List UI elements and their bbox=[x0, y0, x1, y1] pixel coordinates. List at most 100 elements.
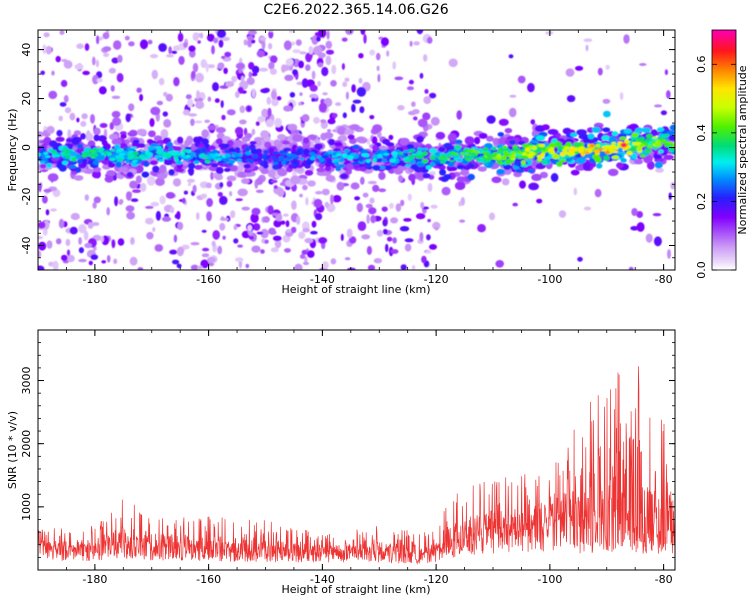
colorbar-segment bbox=[712, 174, 736, 177]
heatmap-cell bbox=[261, 108, 269, 118]
heatmap-cell bbox=[488, 212, 496, 221]
heatmap-cell bbox=[555, 142, 563, 147]
heatmap-cell bbox=[290, 41, 296, 46]
heatmap-cell bbox=[335, 102, 342, 106]
heatmap-cell bbox=[245, 263, 250, 269]
colorbar-segment bbox=[712, 30, 736, 33]
heatmap-cell bbox=[409, 40, 413, 47]
heatmap-cell bbox=[368, 207, 377, 215]
colorbar-segment bbox=[712, 228, 736, 231]
heatmap-cell bbox=[359, 166, 367, 172]
heatmap-cell bbox=[195, 100, 205, 110]
heatmap-cell bbox=[400, 264, 407, 270]
heatmap-cell bbox=[248, 62, 255, 70]
heatmap-cell bbox=[137, 267, 144, 270]
heatmap-cell bbox=[391, 151, 399, 156]
heatmap-cell bbox=[91, 170, 100, 179]
heatmap-cell bbox=[330, 80, 337, 87]
colorbar-segment bbox=[712, 262, 736, 265]
heatmap-cell bbox=[449, 159, 455, 163]
heatmap-cell bbox=[316, 36, 321, 42]
heatmap-cell bbox=[192, 184, 197, 193]
colorbar-segment bbox=[712, 40, 736, 43]
heatmap-cell bbox=[322, 92, 328, 96]
heatmap-cell bbox=[210, 171, 214, 181]
heatmap-cell bbox=[97, 154, 105, 161]
heatmap-cell bbox=[397, 105, 405, 111]
heatmap-cell bbox=[474, 136, 481, 145]
heatmap-peak-cell bbox=[621, 143, 626, 147]
heatmap-cell bbox=[104, 175, 114, 183]
heatmap-cell bbox=[376, 65, 380, 72]
heatmap-cell bbox=[289, 92, 296, 98]
colorbar-segment bbox=[712, 170, 736, 173]
heatmap-cell bbox=[562, 149, 567, 153]
colorbar-segment bbox=[712, 156, 736, 159]
heatmap-cell bbox=[116, 148, 124, 152]
heatmap-cell bbox=[334, 161, 340, 167]
heatmap-cell bbox=[260, 88, 270, 94]
heatmap-cell bbox=[229, 191, 233, 197]
heatmap-cell bbox=[55, 238, 62, 245]
heatmap-cell bbox=[92, 201, 97, 209]
heatmap-cell bbox=[636, 211, 643, 218]
heatmap-cell bbox=[84, 43, 90, 51]
heatmap-cell bbox=[633, 159, 644, 165]
heatmap-cell bbox=[169, 249, 178, 255]
heatmap-cell bbox=[78, 247, 84, 254]
heatmap-cell bbox=[283, 158, 289, 162]
heatmap-cell bbox=[51, 149, 57, 153]
heatmap-cell bbox=[283, 105, 293, 112]
colorbar-segment bbox=[712, 184, 736, 187]
heatmap-cell bbox=[268, 30, 274, 39]
heatmap-cell bbox=[43, 32, 50, 38]
heatmap-cell bbox=[187, 162, 196, 170]
heatmap-cell bbox=[438, 156, 445, 161]
heatmap-cell bbox=[75, 153, 82, 159]
heatmap-cell bbox=[268, 227, 276, 235]
heatmap-cell bbox=[78, 237, 82, 245]
colorbar-segment bbox=[712, 260, 736, 263]
heatmap-cell bbox=[521, 143, 530, 149]
heatmap-cell bbox=[132, 189, 141, 194]
heatmap-cell bbox=[185, 154, 191, 159]
x-tick-label: -160 bbox=[196, 573, 221, 586]
heatmap-cell bbox=[48, 90, 58, 100]
heatmap-cell bbox=[302, 184, 308, 191]
colorbar-segment bbox=[712, 188, 736, 191]
heatmap-cell bbox=[233, 224, 238, 231]
heatmap-cell bbox=[277, 167, 288, 177]
heatmap-cell bbox=[345, 91, 349, 100]
heatmap-cell bbox=[84, 151, 90, 156]
heatmap-cell bbox=[63, 60, 73, 69]
snr-frame bbox=[37, 329, 676, 571]
heatmap-cell bbox=[426, 36, 433, 44]
heatmap-cell bbox=[220, 216, 225, 221]
heatmap-cell bbox=[517, 75, 526, 84]
heatmap-cell bbox=[168, 169, 175, 176]
heatmap-cell bbox=[377, 153, 383, 158]
colorbar-segment bbox=[712, 252, 736, 255]
heatmap-cell bbox=[541, 124, 550, 131]
heatmap-cell bbox=[653, 154, 663, 159]
heatmap-cell bbox=[372, 184, 380, 192]
heatmap-cell bbox=[278, 150, 285, 155]
colorbar-segment bbox=[712, 146, 736, 149]
heatmap-cell bbox=[71, 156, 77, 162]
heatmap-cell bbox=[92, 152, 99, 157]
heatmap-cell bbox=[149, 118, 155, 127]
heatmap-cell bbox=[568, 149, 575, 153]
heatmap-cell bbox=[313, 116, 320, 124]
heatmap-cell bbox=[84, 194, 90, 201]
heatmap-cell bbox=[192, 62, 199, 73]
heatmap-cell bbox=[351, 84, 356, 93]
heatmap-cell bbox=[92, 160, 100, 166]
heatmap-y-axis-label: Frequency (Hz) bbox=[6, 109, 19, 192]
heatmap-cell bbox=[295, 39, 302, 46]
heatmap-cell bbox=[205, 182, 212, 189]
heatmap-cell bbox=[128, 41, 135, 47]
x-tick-label: -180 bbox=[82, 273, 107, 286]
heatmap-cell bbox=[261, 40, 266, 50]
heatmap-cell bbox=[386, 236, 393, 242]
heatmap-cell bbox=[133, 156, 140, 160]
